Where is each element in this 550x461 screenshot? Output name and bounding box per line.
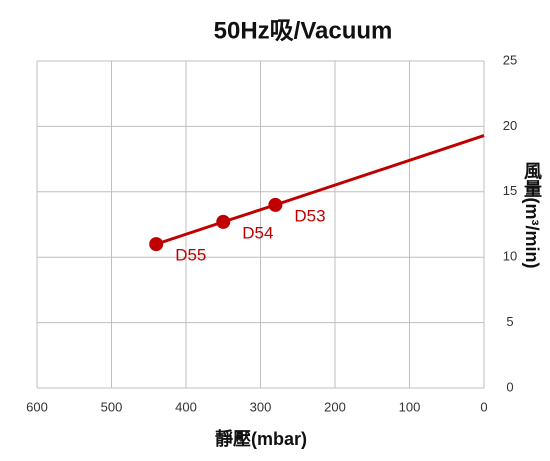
y-axis-title: 風量(m³/min)	[522, 161, 542, 268]
x-tick-label: 100	[399, 399, 421, 414]
x-tick-label: 300	[250, 399, 272, 414]
y-tick-label: 25	[503, 52, 517, 67]
point-marker	[216, 214, 231, 229]
point-marker	[149, 237, 164, 252]
y-tick-label: 10	[503, 249, 517, 264]
x-tick-label: 400	[175, 399, 197, 414]
point-marker	[268, 197, 283, 212]
x-tick-label: 600	[26, 399, 48, 414]
y-tick-label: 5	[506, 314, 513, 329]
point-label: D53	[294, 206, 325, 225]
y-tick-label: 0	[506, 379, 513, 394]
x-tick-label: 0	[480, 399, 487, 414]
x-axis-title: 靜壓(mbar)	[215, 428, 307, 449]
x-tick-label: 200	[324, 399, 346, 414]
series-line	[155, 134, 485, 246]
y-tick-label: 15	[503, 183, 517, 198]
point-label: D55	[175, 246, 206, 265]
x-tick-label: 500	[101, 399, 123, 414]
y-tick-label: 20	[503, 118, 517, 133]
chart-title: 50Hz吸/Vacuum	[214, 17, 393, 44]
point-label: D54	[242, 223, 273, 242]
